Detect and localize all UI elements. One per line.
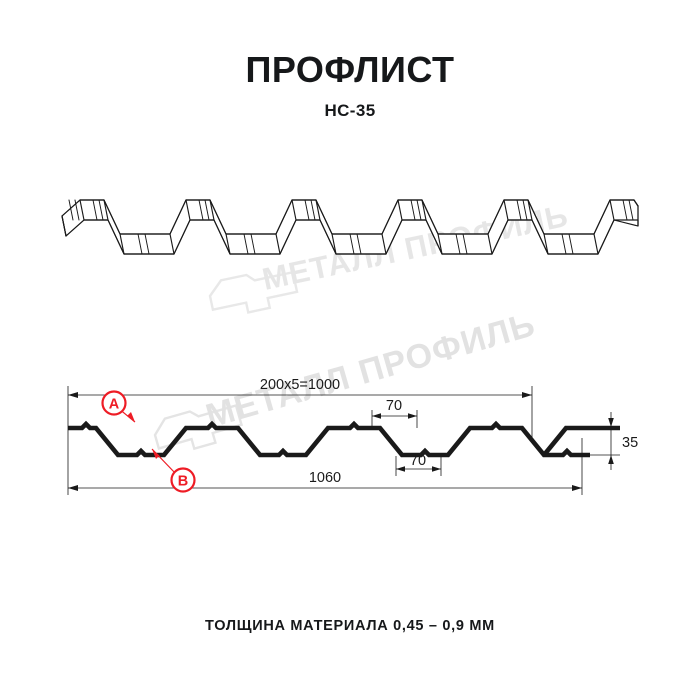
dim-profile-height: 35: [622, 435, 638, 451]
dim-valley-width: 70: [410, 453, 426, 469]
dimension-lines: [67, 386, 620, 495]
callout-b: B: [151, 448, 196, 493]
title-block: ПРОФЛИСТ НС-35: [0, 52, 700, 121]
material-thickness-note: ТОЛЩИНА МАТЕРИАЛА 0,45 – 0,9 ММ: [205, 618, 495, 634]
page-title: ПРОФЛИСТ: [245, 49, 455, 90]
isometric-profile-view: МЕТАЛЛ ПРОФИЛЬ: [60, 178, 640, 323]
dimension-arrowheads: [68, 392, 614, 491]
cross-section-drawing: МЕТАЛЛ ПРОФИЛЬ: [60, 305, 640, 535]
corrugated-sheet-iso: [61, 199, 639, 255]
watermark-section: МЕТАЛЛ ПРОФИЛЬ: [153, 305, 540, 451]
callout-a-label: A: [109, 397, 120, 413]
dim-overall-pitch: 200x5=1000: [260, 377, 340, 393]
dim-crest-width: 70: [386, 398, 402, 414]
footer-block: ТОЛЩИНА МАТЕРИАЛА 0,45 – 0,9 ММ: [0, 618, 700, 634]
callout-b-label: B: [178, 474, 188, 490]
callout-a: A: [101, 390, 136, 423]
product-model-subtitle: НС-35: [324, 101, 376, 120]
svg-text:МЕТАЛЛ ПРОФИЛЬ: МЕТАЛЛ ПРОФИЛЬ: [202, 305, 540, 435]
profile-section-polyline: [68, 420, 620, 458]
dim-total-width: 1060: [309, 470, 341, 486]
